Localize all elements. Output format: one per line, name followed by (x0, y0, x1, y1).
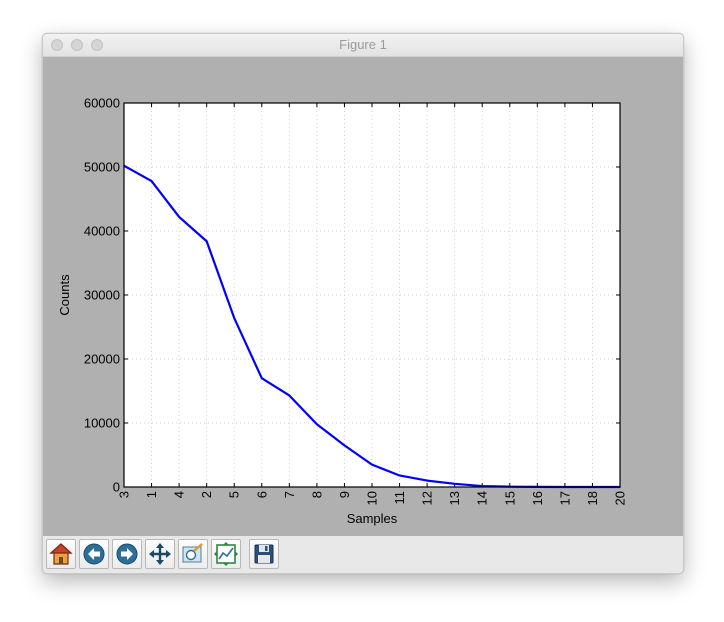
save-button[interactable] (249, 539, 279, 569)
x-tick-label: 3 (117, 491, 132, 498)
plot-canvas[interactable]: 0 10000 20000 30000 40000 50000 60000 3 1 4 2 5 6 7 8 9… (43, 57, 683, 536)
x-tick-label: 5 (227, 491, 242, 498)
y-tick-label: 20000 (84, 352, 120, 367)
x-tick-label: 1 (144, 491, 159, 498)
x-tick-label: 6 (254, 491, 269, 498)
data-point (343, 444, 346, 447)
data-point (150, 180, 153, 182)
forward-button[interactable] (112, 539, 142, 569)
x-tick-label: 9 (337, 491, 352, 498)
x-tick-label: 11 (392, 491, 407, 505)
y-tick-label: 10000 (84, 416, 120, 431)
floppy-disk-icon (254, 544, 274, 564)
data-point (426, 479, 428, 482)
move-arrows-icon (149, 543, 171, 565)
navigation-toolbar (43, 536, 683, 573)
x-tick-label: 16 (530, 491, 545, 505)
data-point (260, 377, 263, 380)
x-tick-label: 4 (172, 491, 187, 498)
y-tick-label: 0 (113, 480, 120, 495)
forward-arrow-icon (116, 543, 138, 565)
y-tick-label: 50000 (84, 160, 120, 175)
y-axis-label: Counts (57, 274, 72, 316)
x-tick-label: 18 (585, 491, 600, 505)
x-tick-label: 14 (475, 491, 490, 505)
data-point (233, 317, 236, 319)
title-bar[interactable]: Figure 1 (43, 34, 683, 57)
x-tick-label: 7 (282, 491, 297, 498)
x-tick-label: 10 (365, 491, 380, 505)
minimize-window-button[interactable] (71, 39, 83, 51)
x-tick-label: 17 (557, 491, 572, 505)
home-icon (49, 543, 73, 565)
zoom-rect-icon (182, 543, 203, 563)
y-tick-label: 40000 (84, 224, 120, 239)
figure-window: Figure 1 0 10000 20000 30000 40000 50000 60000… (42, 33, 684, 574)
x-tick-label: 8 (309, 491, 324, 498)
close-window-button[interactable] (51, 39, 63, 51)
data-point (453, 483, 456, 485)
zoom-window-button[interactable] (91, 39, 103, 51)
data-point (316, 423, 318, 426)
x-tick-label: 13 (447, 491, 462, 505)
zoom-button[interactable] (178, 539, 208, 569)
window-title: Figure 1 (339, 37, 387, 52)
data-point (398, 474, 401, 477)
x-tick-label: 20 (613, 491, 628, 505)
back-arrow-icon (83, 543, 105, 565)
data-point (205, 240, 208, 243)
back-button[interactable] (79, 539, 109, 569)
plot-frame (123, 102, 621, 488)
subplots-config-icon (214, 542, 238, 566)
data-point (178, 216, 180, 218)
pan-button[interactable] (145, 539, 175, 569)
data-point (371, 463, 373, 466)
x-tick-label: 15 (502, 491, 517, 505)
x-tick-label: 12 (420, 491, 435, 505)
subplots-button[interactable] (211, 539, 241, 569)
x-tick-label: 2 (199, 491, 214, 498)
x-axis-label: Samples (347, 511, 398, 526)
y-tick-label: 60000 (84, 96, 120, 111)
home-button[interactable] (46, 539, 76, 569)
data-point (288, 394, 291, 397)
y-tick-label: 30000 (84, 288, 120, 303)
